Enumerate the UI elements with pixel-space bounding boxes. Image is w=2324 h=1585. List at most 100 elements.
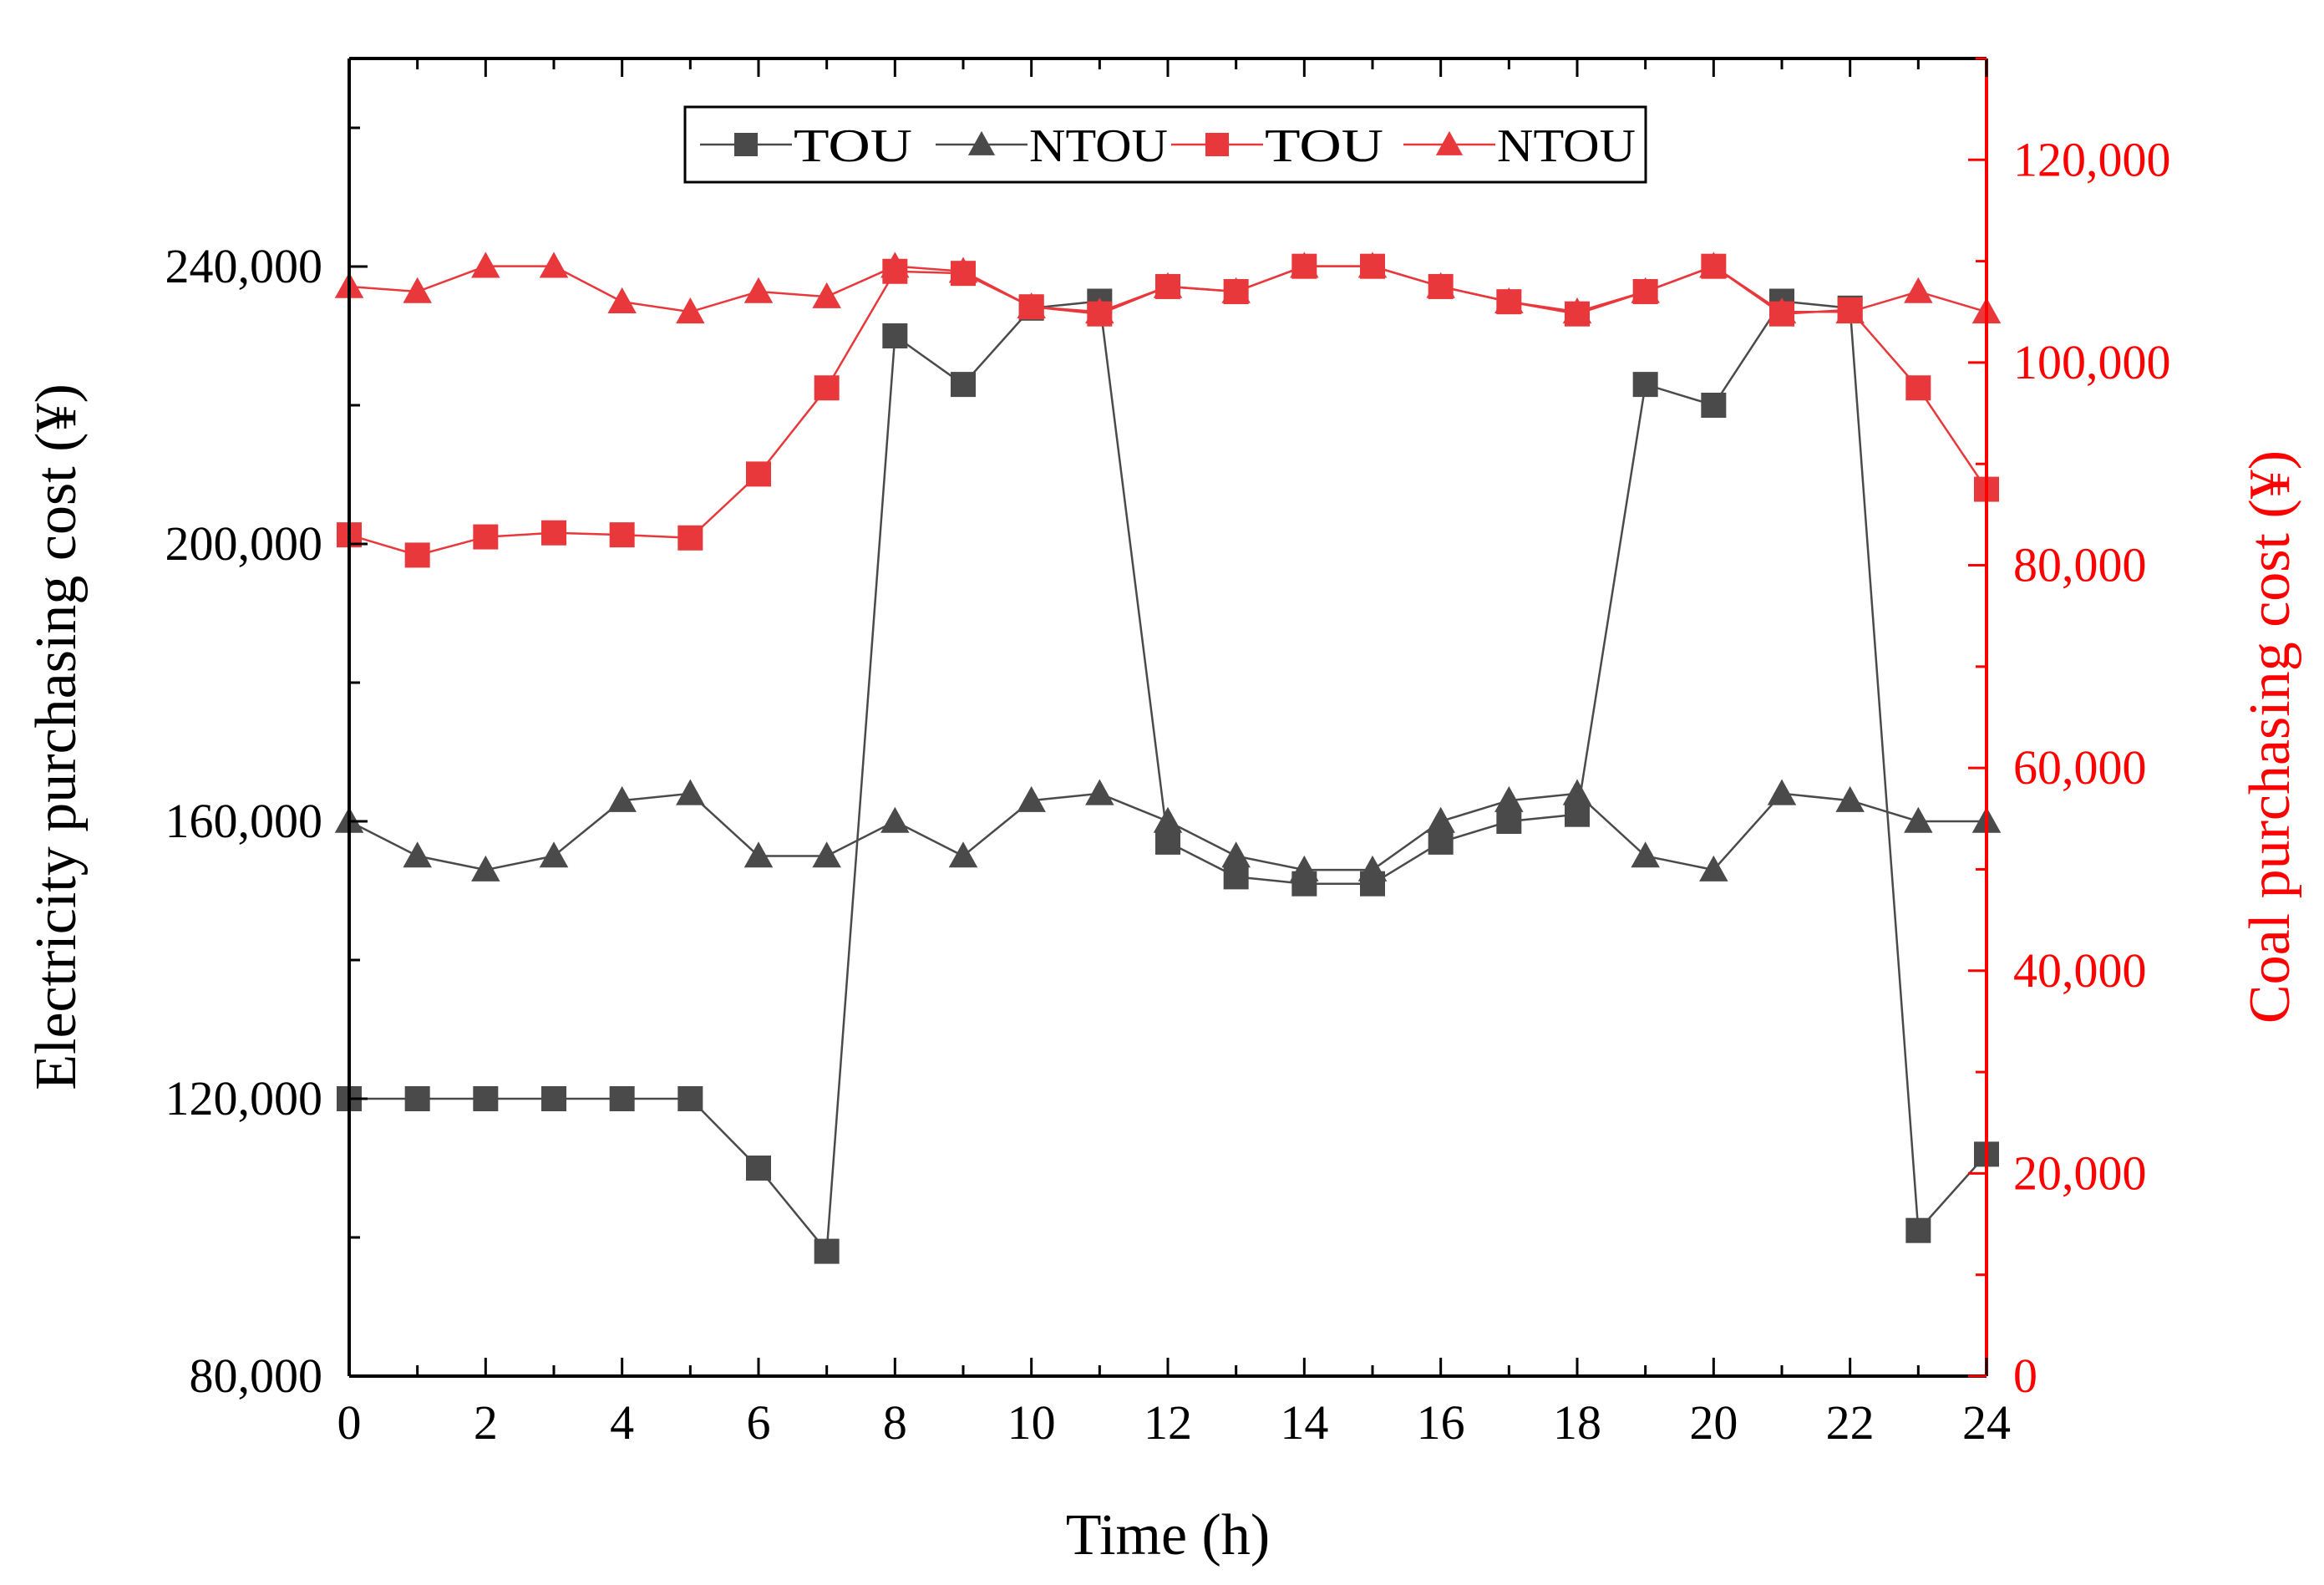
series-left-ntou bbox=[334, 779, 2002, 881]
data-point bbox=[539, 251, 569, 278]
data-point bbox=[1767, 779, 1797, 805]
series-line bbox=[349, 300, 1987, 1254]
data-point bbox=[1221, 841, 1251, 868]
data-point bbox=[1426, 806, 1455, 833]
data-point bbox=[1017, 785, 1046, 812]
y-axis-right-title: Coal purchasing cost (¥) bbox=[2238, 450, 2302, 1024]
data-point bbox=[1496, 809, 1522, 834]
series-right-ntou bbox=[334, 251, 2002, 324]
data-point bbox=[743, 841, 774, 868]
legend-label: NTOU bbox=[1497, 120, 1636, 172]
data-point bbox=[539, 841, 569, 868]
data-point bbox=[1428, 829, 1454, 855]
data-point bbox=[1562, 779, 1592, 805]
data-point bbox=[677, 525, 703, 551]
data-point bbox=[1631, 277, 1660, 303]
y-right-tick-label: 100,000 bbox=[2013, 335, 2171, 389]
data-point bbox=[1357, 251, 1388, 278]
legend-marker-triangle bbox=[967, 130, 996, 155]
data-point bbox=[403, 841, 432, 868]
data-point bbox=[1221, 277, 1251, 303]
data-point bbox=[404, 542, 430, 568]
x-tick-label: 16 bbox=[1417, 1395, 1465, 1450]
data-point bbox=[471, 251, 500, 278]
data-point bbox=[471, 855, 500, 881]
series-line bbox=[348, 265, 1988, 556]
data-point bbox=[814, 1238, 840, 1264]
data-point bbox=[1085, 297, 1114, 324]
data-point bbox=[882, 323, 908, 348]
data-point bbox=[812, 282, 841, 308]
data-point bbox=[403, 277, 432, 303]
legend-marker-triangle bbox=[1435, 130, 1464, 155]
legend: TOU NTOU TOU NTOU bbox=[683, 105, 1647, 184]
y-axis-left-title: Electricity purchasing cost (¥) bbox=[24, 384, 89, 1090]
data-point bbox=[1699, 855, 1728, 881]
y-left-tick-label: 240,000 bbox=[165, 239, 323, 293]
series-right-tou bbox=[337, 253, 1999, 568]
data-point bbox=[880, 251, 910, 278]
data-point bbox=[1223, 864, 1249, 890]
x-tick-label: 6 bbox=[747, 1395, 771, 1450]
data-point bbox=[1904, 806, 1933, 833]
series-layer bbox=[334, 251, 2002, 1264]
data-point bbox=[1767, 297, 1797, 324]
y-right-tick-label: 80,000 bbox=[2013, 538, 2147, 592]
x-tick-label: 20 bbox=[1689, 1395, 1738, 1450]
data-point bbox=[1565, 801, 1590, 827]
y-left-tick-label: 160,000 bbox=[165, 794, 323, 848]
data-point bbox=[951, 372, 976, 398]
y-right-tick-label: 0 bbox=[2013, 1349, 2037, 1403]
x-tick-label: 8 bbox=[883, 1395, 907, 1450]
data-point bbox=[607, 785, 637, 812]
data-point bbox=[404, 1086, 430, 1111]
y-right-tick-label: 40,000 bbox=[2013, 943, 2147, 998]
data-point bbox=[948, 841, 978, 868]
data-point bbox=[743, 277, 774, 303]
legend-marker-square bbox=[734, 133, 758, 156]
y-left-tick-label: 120,000 bbox=[165, 1071, 323, 1125]
data-point bbox=[1085, 779, 1114, 805]
data-point bbox=[880, 806, 910, 833]
y-left-tick-label: 80,000 bbox=[190, 1349, 323, 1403]
data-point bbox=[1701, 393, 1727, 418]
data-point bbox=[1835, 297, 1865, 324]
data-point bbox=[1155, 829, 1180, 855]
data-point bbox=[1562, 297, 1592, 324]
data-point bbox=[1904, 277, 1933, 303]
y-right-tick-label: 120,000 bbox=[2013, 132, 2171, 186]
data-point bbox=[676, 297, 705, 324]
data-point bbox=[1017, 292, 1046, 319]
data-point bbox=[1357, 855, 1388, 881]
x-tick-label: 10 bbox=[1007, 1395, 1056, 1450]
data-point bbox=[676, 779, 705, 805]
axes-layer: 0 2 4 6 8 10 12 14 16 18 20 22 2480,000120,000160,00… bbox=[165, 57, 2171, 1450]
legend-marker-square bbox=[1205, 133, 1229, 156]
legend-label: NTOU bbox=[1029, 120, 1168, 172]
x-tick-label: 14 bbox=[1280, 1395, 1328, 1450]
data-point bbox=[812, 841, 841, 868]
data-point bbox=[609, 1086, 635, 1111]
data-point bbox=[609, 522, 635, 548]
data-point bbox=[1632, 372, 1658, 398]
data-point bbox=[814, 375, 840, 401]
x-tick-label: 24 bbox=[1962, 1395, 2011, 1450]
data-point bbox=[746, 1156, 771, 1181]
data-point bbox=[1153, 806, 1183, 833]
data-point bbox=[1494, 287, 1524, 313]
series-left-tou bbox=[337, 288, 1999, 1264]
x-axis-title: Time (h) bbox=[1066, 1503, 1270, 1567]
data-point bbox=[746, 461, 771, 487]
data-point bbox=[1905, 375, 1931, 401]
data-point bbox=[473, 524, 499, 550]
data-point bbox=[948, 257, 978, 283]
x-tick-label: 18 bbox=[1553, 1395, 1601, 1450]
data-point bbox=[677, 1086, 703, 1111]
data-point bbox=[1290, 251, 1319, 278]
data-point bbox=[1835, 785, 1865, 812]
x-tick-label: 12 bbox=[1144, 1395, 1192, 1450]
x-tick-label: 2 bbox=[474, 1395, 498, 1450]
data-point bbox=[1905, 1217, 1931, 1243]
data-point bbox=[1290, 855, 1319, 881]
